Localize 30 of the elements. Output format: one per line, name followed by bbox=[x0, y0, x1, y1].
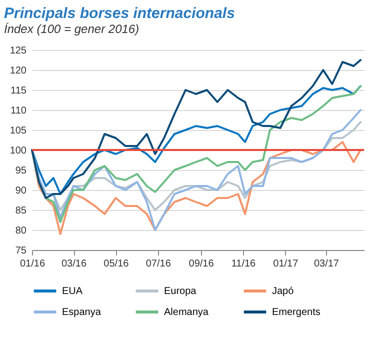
y-tick-label: 115 bbox=[10, 86, 27, 96]
x-tick-label: 03/16 bbox=[61, 258, 87, 270]
y-tick-label: 110 bbox=[10, 106, 27, 116]
x-tick-label: 11/16 bbox=[231, 258, 256, 270]
x-tick-label: 07/16 bbox=[146, 258, 172, 270]
legend-label: Emergents bbox=[272, 307, 320, 318]
x-tick-label: 01/16 bbox=[20, 258, 46, 270]
legend-label: Japó bbox=[272, 286, 294, 297]
y-tick-label: 80 bbox=[15, 226, 27, 236]
line-series bbox=[31, 141, 362, 235]
y-tick-label: 120 bbox=[10, 66, 27, 76]
y-tick-label: 90 bbox=[15, 186, 27, 196]
x-tick-label: 03/17 bbox=[314, 258, 340, 270]
y-tick-label: 85 bbox=[15, 206, 27, 216]
y-tick-label: 100 bbox=[10, 146, 27, 156]
y-tick-label: 95 bbox=[15, 166, 27, 176]
chart-subtitle: Índex (100 = gener 2016) bbox=[4, 22, 140, 36]
x-tick-label: 09/16 bbox=[188, 258, 214, 270]
legend-label: Espanya bbox=[62, 307, 102, 318]
chart-title: Principals borses internacionals bbox=[4, 5, 235, 22]
x-tick-label: 01/17 bbox=[273, 258, 299, 270]
legend-label: Europa bbox=[164, 286, 197, 297]
y-tick-label: 75 bbox=[15, 246, 27, 256]
y-tick-label: 125 bbox=[10, 46, 27, 56]
y-tick-label: 105 bbox=[10, 126, 27, 136]
line-series bbox=[31, 109, 362, 231]
x-tick-label: 05/16 bbox=[104, 258, 130, 270]
legend-label: Alemanya bbox=[164, 307, 209, 318]
line-series bbox=[31, 59, 362, 199]
legend-label: EUA bbox=[62, 286, 83, 297]
